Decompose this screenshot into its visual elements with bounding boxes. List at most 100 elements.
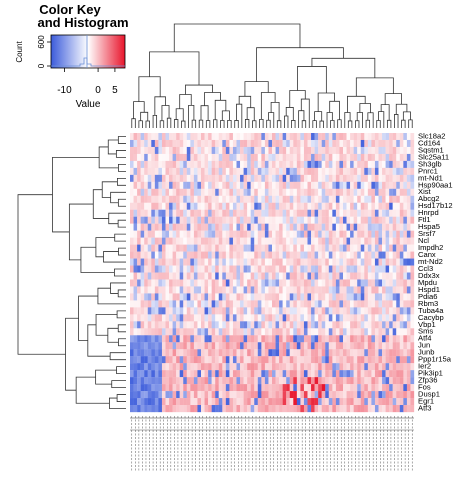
heatmap-cell <box>222 230 226 238</box>
heatmap-cell <box>247 216 251 224</box>
heatmap-cell <box>257 258 262 266</box>
heatmap-cell <box>232 286 237 294</box>
heatmap-cell <box>161 160 166 169</box>
dendrogram-branch <box>259 118 264 128</box>
heatmap-cell <box>225 342 230 350</box>
heatmap-cell <box>232 279 237 287</box>
heatmap-cell <box>222 188 226 196</box>
heatmap-cell <box>176 216 180 224</box>
heatmap-cell <box>257 167 262 176</box>
heatmap-cell <box>399 188 404 196</box>
heatmap-cell <box>353 377 358 385</box>
heatmap-cell <box>339 209 344 217</box>
heatmap-cell <box>296 356 301 364</box>
heatmap-cell <box>236 195 241 203</box>
heatmap-cell <box>204 223 209 231</box>
heatmap-cell <box>229 181 234 189</box>
heatmap-cell <box>272 167 276 176</box>
heatmap-cell <box>211 356 216 364</box>
heatmap-cell <box>197 349 202 357</box>
heatmap-cell <box>367 272 372 280</box>
heatmap-cell <box>307 293 312 301</box>
heatmap-cell <box>318 153 322 162</box>
heatmap-cell <box>350 384 354 392</box>
heatmap-cell <box>272 223 276 231</box>
heatmap-cell <box>282 188 287 196</box>
heatmap-cell <box>339 300 344 308</box>
heatmap-cell <box>357 244 361 252</box>
heatmap-cell <box>137 251 141 259</box>
heatmap-cell <box>250 321 255 329</box>
heatmap-cell <box>229 328 234 336</box>
heatmap-cell <box>406 223 411 231</box>
dendrogram-branch <box>244 81 269 97</box>
heatmap-cell <box>343 181 347 189</box>
heatmap-cell <box>264 237 269 245</box>
heatmap-cell <box>247 335 251 343</box>
heatmap-cell <box>243 146 248 155</box>
heatmap-cell <box>201 181 205 189</box>
heatmap-cell <box>261 377 266 385</box>
heatmap-cell <box>307 167 312 176</box>
heatmap-cell <box>186 300 191 308</box>
heatmap-cell <box>147 195 152 203</box>
heatmap-cell <box>247 160 251 169</box>
heatmap-cell <box>186 216 191 224</box>
heatmap-cell <box>250 230 255 238</box>
heatmap-cell <box>406 405 411 413</box>
heatmap-cell <box>403 279 408 287</box>
heatmap-cell <box>137 272 141 280</box>
heatmap-cell <box>215 279 219 287</box>
heatmap-cell <box>272 321 276 329</box>
heatmap-cell <box>328 188 333 196</box>
heatmap-cell <box>197 272 202 280</box>
heatmap-cell <box>225 384 230 392</box>
heatmap-cell <box>321 174 326 182</box>
heatmap-cell <box>389 181 393 189</box>
heatmap-cell <box>286 153 290 162</box>
heatmap-cell <box>325 279 329 287</box>
heatmap-cell <box>154 293 159 301</box>
heatmap-cell <box>335 188 340 196</box>
heatmap-cell <box>328 363 333 371</box>
heatmap-cell <box>169 279 173 287</box>
heatmap-cell <box>307 223 312 231</box>
heatmap-cell <box>272 272 276 280</box>
heatmap-cell <box>247 356 251 364</box>
heatmap-cell <box>147 321 152 329</box>
heatmap-cell <box>225 293 230 301</box>
heatmap-cell <box>293 265 297 273</box>
heatmap-cell <box>176 328 180 336</box>
heatmap-cell <box>247 237 251 245</box>
heatmap-cell <box>176 286 180 294</box>
heatmap-cell <box>147 342 152 350</box>
heatmap-cell <box>353 384 358 392</box>
heatmap-cell <box>254 244 258 252</box>
heatmap-cell <box>197 139 202 148</box>
heatmap-cell <box>151 167 155 176</box>
heatmap-cell <box>296 230 301 238</box>
heatmap-cell <box>403 293 408 301</box>
heatmap-cell <box>133 314 138 322</box>
heatmap-cell <box>169 181 173 189</box>
heatmap-cell <box>201 139 205 148</box>
heatmap-cell <box>232 321 237 329</box>
heatmap-cell <box>389 146 393 155</box>
heatmap-cell <box>130 349 134 357</box>
heatmap-cell <box>144 202 148 210</box>
heatmap-cell <box>218 321 223 329</box>
heatmap-cell <box>360 167 365 176</box>
heatmap-cell <box>332 251 337 259</box>
heatmap-cell <box>144 133 148 141</box>
heatmap-cell <box>218 356 223 364</box>
heatmap-cell <box>346 153 351 162</box>
heatmap-cell <box>346 167 351 176</box>
heatmap-cell <box>172 230 177 238</box>
heatmap-cell <box>282 335 287 343</box>
heatmap-cell <box>289 384 294 392</box>
heatmap-cell <box>204 307 209 315</box>
heatmap-cell <box>314 174 319 182</box>
heatmap-cell <box>154 272 159 280</box>
heatmap-cell <box>254 314 258 322</box>
heatmap-cell <box>240 216 244 224</box>
